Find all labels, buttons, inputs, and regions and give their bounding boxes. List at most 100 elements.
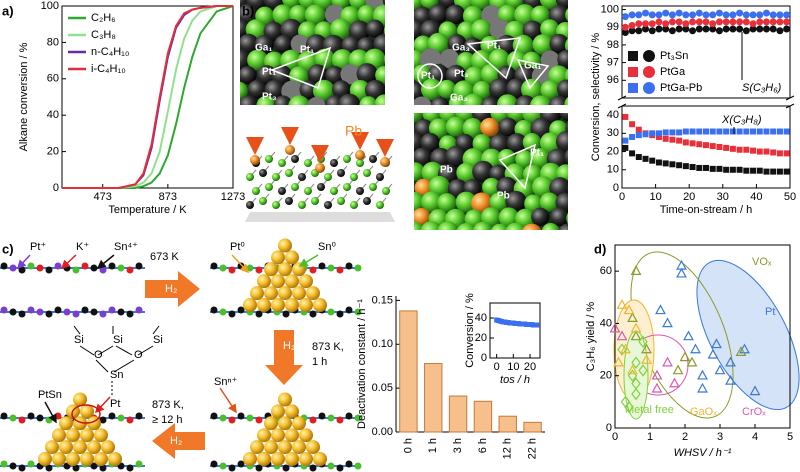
marker <box>696 164 703 171</box>
y-tick-label: 10 <box>607 164 619 176</box>
atom <box>45 310 53 318</box>
atom <box>210 460 218 468</box>
marker <box>628 21 636 29</box>
bond <box>79 345 95 356</box>
marker <box>736 146 743 153</box>
atom <box>382 187 390 195</box>
x-tick-label: 1273 <box>221 191 245 203</box>
atom: Sn <box>110 369 123 381</box>
particle-atom <box>271 274 285 289</box>
atom <box>354 414 362 422</box>
marker <box>682 163 689 170</box>
atom <box>414 96 432 105</box>
atom <box>99 416 107 424</box>
marker <box>770 128 777 135</box>
particle-atom <box>52 452 66 466</box>
particle-atom <box>271 452 285 466</box>
atom <box>456 52 476 71</box>
atom <box>18 266 26 274</box>
bar <box>498 415 517 433</box>
particle-atom <box>278 440 292 455</box>
particle-atom <box>278 392 292 407</box>
atom <box>414 162 425 182</box>
atom <box>582 177 603 198</box>
legend-label: Pt₃Sn <box>660 50 688 62</box>
marker <box>783 18 791 26</box>
atom <box>336 310 344 318</box>
atom <box>573 163 593 183</box>
marker <box>729 18 737 26</box>
atom <box>36 308 44 316</box>
atom <box>327 264 335 272</box>
atom <box>250 155 260 165</box>
atom-label: Pt₁ <box>487 41 501 52</box>
atom <box>456 222 477 230</box>
atom <box>356 63 378 85</box>
marker <box>716 165 723 172</box>
marker <box>783 150 790 157</box>
marker <box>702 25 710 33</box>
marker <box>695 9 703 17</box>
marker <box>669 161 676 168</box>
atom <box>291 155 299 163</box>
atom <box>414 113 424 123</box>
marker <box>655 18 663 26</box>
marker <box>729 145 736 152</box>
atom <box>462 93 484 105</box>
atom <box>108 412 116 420</box>
marker <box>749 20 757 28</box>
axis-break <box>785 95 795 101</box>
atom <box>307 96 326 105</box>
marker <box>629 133 636 140</box>
atom <box>445 116 466 137</box>
atom <box>219 264 227 272</box>
atom <box>327 308 335 316</box>
particle-atom <box>306 286 320 301</box>
atom <box>365 19 385 38</box>
marker <box>676 267 687 278</box>
marker <box>655 130 662 137</box>
atom <box>219 308 227 316</box>
atom <box>240 66 257 85</box>
marker <box>689 11 697 19</box>
atom <box>532 176 554 198</box>
particle-atom <box>108 452 122 466</box>
marker <box>763 128 770 135</box>
atom <box>445 64 467 86</box>
marker <box>675 25 683 33</box>
marker <box>621 13 629 21</box>
marker <box>742 18 750 26</box>
axis-break <box>617 103 627 109</box>
atom <box>327 414 335 422</box>
atom <box>36 264 44 272</box>
atom <box>515 150 534 169</box>
atom <box>265 155 273 163</box>
legend-label: n-C₄H₁₀ <box>91 46 129 58</box>
atom <box>117 308 125 316</box>
x-axis-label: Temperature / K <box>108 204 187 216</box>
particle-atom <box>271 428 285 443</box>
particle-atom <box>278 286 292 301</box>
y-tick-label: 80 <box>47 36 59 48</box>
particle-atom <box>292 286 306 301</box>
marker <box>723 166 730 173</box>
bond <box>137 345 154 356</box>
marker <box>686 356 698 367</box>
atom <box>336 266 344 274</box>
atom <box>240 95 259 105</box>
pointer-arrow <box>16 254 31 270</box>
marker <box>783 168 790 175</box>
atom <box>210 306 218 314</box>
atom <box>380 157 390 167</box>
marker <box>716 144 723 150</box>
marker <box>682 11 690 19</box>
particle-atom <box>313 298 327 312</box>
marker <box>722 18 730 26</box>
marker <box>635 126 642 133</box>
atom <box>237 412 245 420</box>
particle-atom <box>285 298 299 312</box>
condition: 673 K <box>150 251 179 263</box>
axis-break <box>785 103 795 109</box>
marker <box>675 18 683 26</box>
